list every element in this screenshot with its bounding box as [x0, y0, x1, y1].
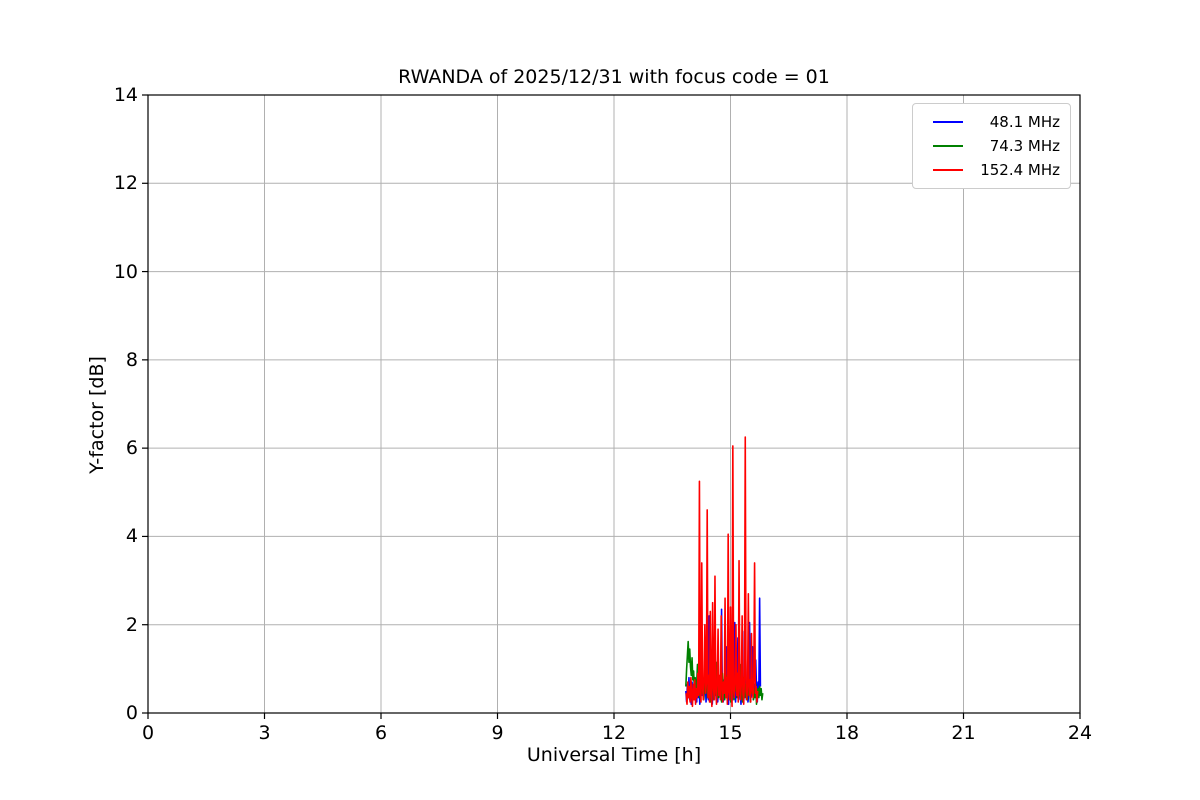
legend-line-swatch-red [933, 169, 963, 171]
x-tick-label: 9 [491, 722, 504, 744]
x-tick-label: 15 [718, 722, 743, 744]
legend-label: 74.3 MHz [989, 137, 1060, 155]
x-tick-label: 18 [834, 722, 860, 744]
y-tick-label: 12 [113, 172, 138, 195]
legend-line-swatch-blue [933, 121, 963, 123]
x-tick-label: 24 [1067, 722, 1093, 744]
x-tick-label: 6 [374, 722, 388, 744]
y-tick-label: 4 [125, 525, 138, 548]
y-tick-label: 10 [113, 260, 138, 283]
legend-label: 48.1 MHz [989, 113, 1060, 131]
y-axis-label: Y-factor [dB] [86, 356, 108, 474]
y-tick-label: 8 [125, 348, 138, 371]
y-tick-label: 6 [125, 437, 138, 460]
chart-title: RWANDA of 2025/12/31 with focus code = 0… [398, 66, 830, 88]
series-line-152-4-mhz [685, 436, 759, 708]
x-tick-label: 12 [601, 722, 627, 744]
legend-label: 152.4 MHz [980, 161, 1060, 179]
legend: 48.1 MHz 74.3 MHz 152.4 MHz [912, 103, 1071, 189]
legend-item-74-3-mhz: 74.3 MHz [913, 134, 1070, 158]
x-tick-label: 3 [258, 722, 271, 744]
x-axis-label: Universal Time [h] [526, 744, 702, 766]
legend-item-152-4-mhz: 152.4 MHz [913, 158, 1070, 182]
x-tick-label: 21 [951, 722, 976, 744]
y-tick-label: 0 [125, 702, 138, 724]
x-tick-label: 0 [141, 722, 155, 744]
y-tick-label: 2 [125, 613, 138, 636]
legend-line-swatch-green [933, 145, 963, 147]
legend-item-48-1-mhz: 48.1 MHz [913, 110, 1070, 134]
y-tick-label: 14 [113, 84, 138, 106]
